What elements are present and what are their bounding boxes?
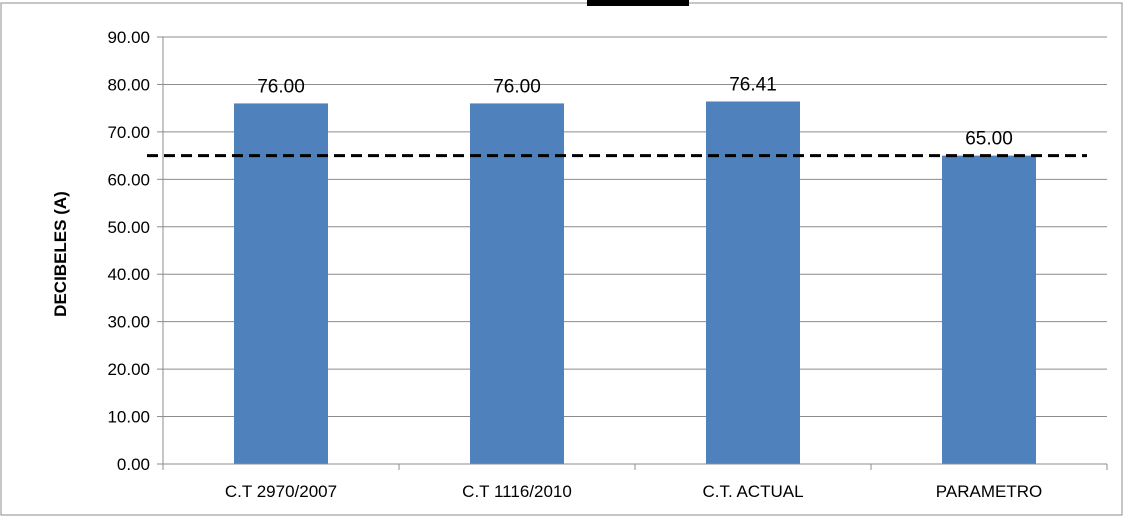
data-label: 65.00 [965,129,1013,150]
y-tick-label: 60.00 [107,170,150,189]
bar [470,103,564,464]
x-tick-label: PARAMETRO [936,482,1042,501]
y-tick-label: 70.00 [107,123,150,142]
data-label: 76.00 [493,76,541,97]
data-label: 76.00 [257,76,305,97]
bar [942,155,1036,464]
data-label: 76.41 [729,74,777,95]
y-tick-label: 90.00 [107,28,150,47]
bar [234,103,328,464]
labels: 0.00 10.00 20.00 30.00 40.00 50.00 60.00 70.00 8… [107,28,1042,501]
top-edge-marker [587,0,689,6]
y-tick-label: 10.00 [107,408,150,427]
bars [234,101,1036,465]
x-tick-label: C.T. ACTUAL [702,482,803,501]
y-tick-label: 30.00 [107,313,150,332]
y-tick-label: 40.00 [107,265,150,284]
y-tick-label: 80.00 [107,75,150,94]
x-tick-label: C.T 1116/2010 [462,482,572,501]
y-tick-label: 0.00 [117,455,150,474]
axes [157,36,1108,470]
x-tick-label: C.T 2970/2007 [225,482,337,501]
y-axis-label: DECIBELES (A) [51,191,70,317]
y-tick-label: 20.00 [107,360,150,379]
bar [706,101,800,465]
y-tick-label: 50.00 [107,218,150,237]
